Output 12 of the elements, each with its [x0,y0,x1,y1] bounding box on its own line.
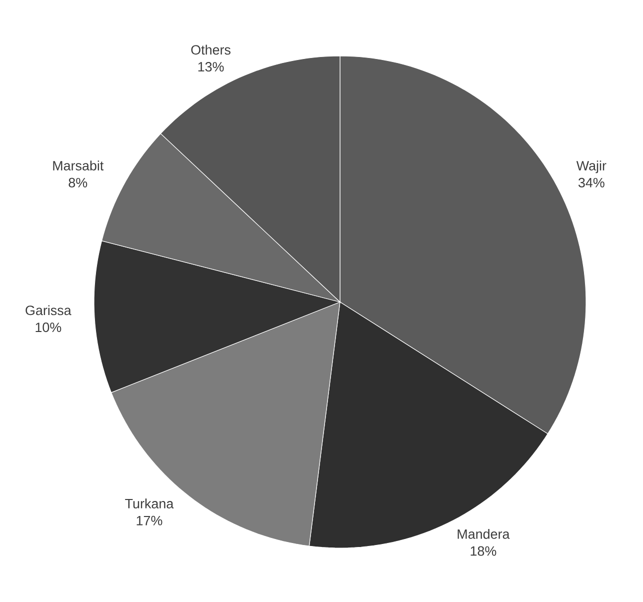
slice-label: Marsabit [53,160,104,170]
data-label: 13% [198,62,224,72]
data-label: 17% [136,516,162,526]
slice-label: Turkana [125,498,174,508]
slice-label: Others [191,44,230,55]
data-label: 34% [578,178,604,188]
slice-label: Mandera [458,528,510,539]
data-label: 18% [470,546,496,556]
slice-label: Wajir [576,160,606,174]
slice-label: Garissa [26,305,72,316]
data-label: 8% [68,178,88,188]
data-label: 10% [36,322,62,332]
